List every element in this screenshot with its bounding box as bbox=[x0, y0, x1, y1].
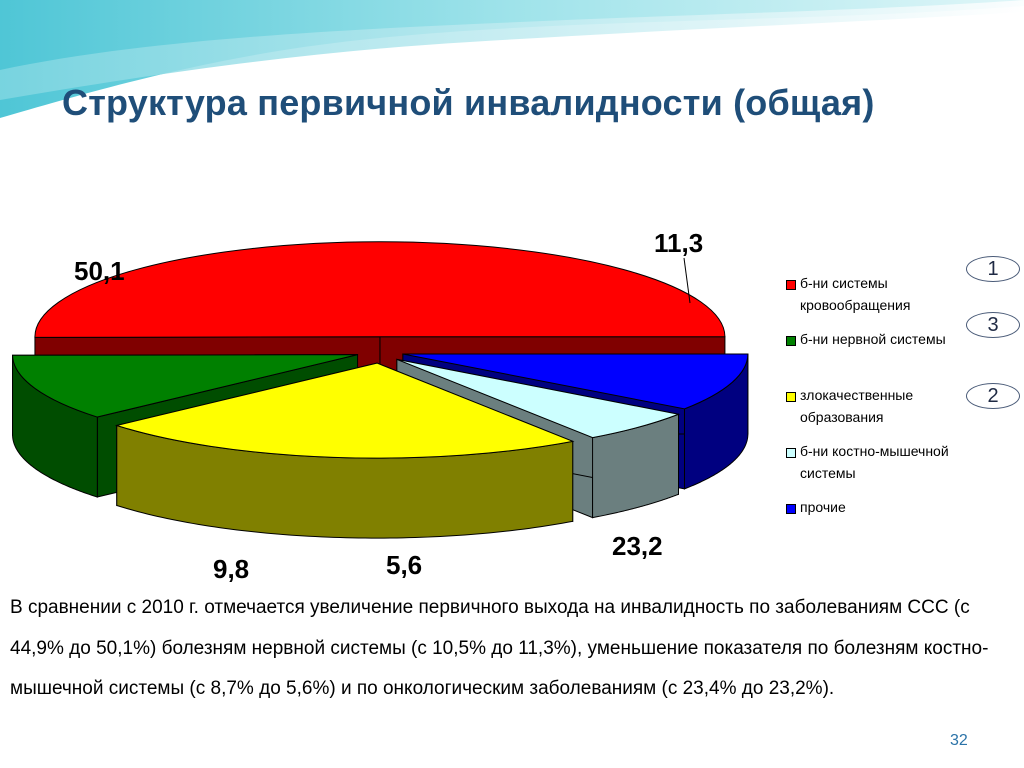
data-label-other: 9,8 bbox=[213, 554, 250, 584]
chart-legend: б-ни системы кровообращения б-ни нервной… bbox=[776, 262, 996, 544]
legend-swatch-circulatory bbox=[786, 280, 796, 290]
header-wave bbox=[0, 0, 1024, 118]
data-label-nervous: 11,3 bbox=[654, 228, 704, 258]
page-number: 32 bbox=[950, 732, 968, 749]
legend-swatch-oncology bbox=[786, 392, 796, 402]
leader-line-nervous bbox=[683, 257, 691, 304]
legend-label-nervous: б-ни нервной системы bbox=[800, 331, 946, 347]
comparison-note: В сравнении с 2010 г. отмечается увеличе… bbox=[10, 597, 989, 699]
legend-label-oncology: злокачественные образования bbox=[800, 387, 914, 425]
rank-marker-3: 3 bbox=[966, 312, 1020, 338]
pie-top-nervous bbox=[12, 354, 358, 418]
data-label-oncology: 23,2 bbox=[612, 531, 663, 561]
slide-title: Структура первичной инвалидности (общая) bbox=[62, 82, 875, 123]
pie-top-musculoskeletal bbox=[396, 358, 681, 439]
pie-top-circulatory bbox=[34, 241, 726, 338]
data-label-musculoskeletal: 5,6 bbox=[386, 550, 423, 580]
header-wave-highlight bbox=[0, 0, 1024, 100]
pie-top-other bbox=[402, 353, 749, 410]
pie-slice-oncology bbox=[114, 362, 575, 539]
legend-label-circulatory: б-ни системы кровообращения bbox=[800, 275, 911, 313]
rank-marker-1: 1 bbox=[966, 256, 1020, 282]
legend-label-other: прочие bbox=[800, 499, 846, 515]
rank-marker-2: 2 bbox=[966, 383, 1020, 409]
pie-top-oncology bbox=[114, 362, 575, 459]
legend-swatch-other bbox=[786, 504, 796, 514]
legend-swatch-musculoskeletal bbox=[786, 448, 796, 458]
data-label-circulatory: 50,1 bbox=[74, 256, 125, 286]
legend-swatch-nervous bbox=[786, 336, 796, 346]
legend-label-musculoskeletal: б-ни костно-мышечной системы bbox=[800, 443, 949, 481]
